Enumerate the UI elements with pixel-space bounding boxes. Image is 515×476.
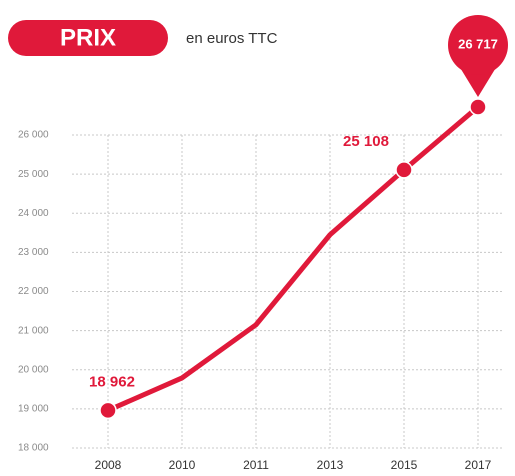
- y-tick-label: 25 000: [18, 169, 49, 180]
- badge-pill: [8, 20, 168, 56]
- y-tick-label: 23 000: [18, 247, 49, 258]
- y-tick-label: 20 000: [18, 364, 49, 375]
- y-tick-label: 21 000: [18, 325, 49, 336]
- x-tick-label: 2013: [317, 458, 344, 472]
- value-label: 26 717: [458, 36, 498, 51]
- y-tick-label: 19 000: [18, 404, 49, 415]
- x-tick-label: 2017: [465, 458, 492, 472]
- x-tick-label: 2010: [169, 458, 196, 472]
- y-tick-label: 22 000: [18, 286, 49, 297]
- y-tick-label: 26 000: [18, 130, 49, 141]
- point: [99, 401, 117, 420]
- badge-text: PRIX: [60, 24, 116, 51]
- y-tick-label: 24 000: [18, 208, 49, 219]
- point: [469, 98, 487, 116]
- pin-head: [448, 14, 508, 75]
- line: [105, 104, 481, 413]
- x-tick-label: 2008: [95, 458, 122, 472]
- subtitle: en euros TTC: [186, 30, 278, 47]
- point: [395, 161, 413, 179]
- y-tick-label: 18 000: [18, 443, 49, 454]
- x-tick-label: 2015: [391, 458, 418, 472]
- value-label: 25 108: [343, 133, 389, 150]
- value-label: 18 962: [89, 373, 135, 390]
- x-tick-label: 2011: [243, 458, 269, 472]
